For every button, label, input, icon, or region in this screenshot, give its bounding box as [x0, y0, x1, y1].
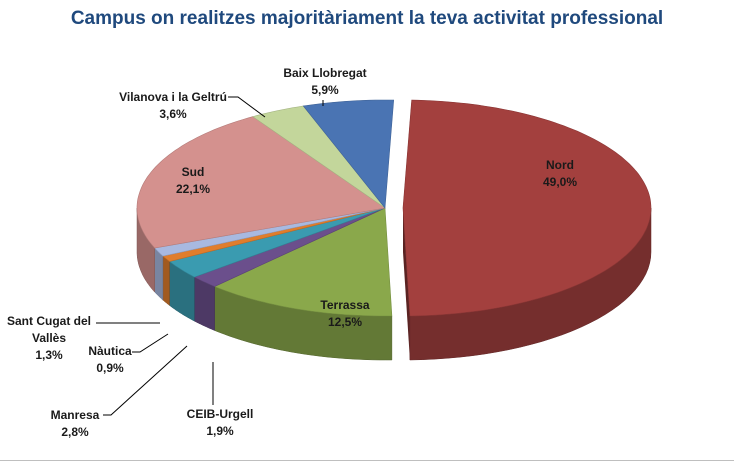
slice-label-manresa: Manresa 2,8% [40, 407, 110, 441]
label-value: 1,9% [206, 424, 234, 438]
pie-slice-ceib-urgell [193, 207, 386, 287]
label-name: Sant Cugat del Vallès [6, 314, 91, 345]
leader-line-nautica [132, 333, 169, 353]
pie-slice-terrassa [213, 207, 393, 317]
chart-title: Campus on realitzes majoritàriament la t… [70, 8, 664, 29]
slice-side-nord [402, 208, 410, 360]
bottom-divider [0, 460, 734, 461]
label-value: 3,6% [159, 107, 187, 121]
slice-label-sud: Sud 22,1% [163, 164, 223, 198]
label-name: Terrassa [320, 298, 370, 312]
label-value: 5,9% [311, 83, 339, 97]
label-value: 1,3% [35, 348, 63, 362]
slice-label-sant-cugat: Sant Cugat del Vallès 1,3% [4, 313, 94, 364]
label-value: 49,0% [542, 175, 578, 189]
leader-line-vilanova [228, 96, 266, 118]
label-value: 22,1% [175, 182, 211, 196]
label-value: 2,8% [61, 425, 89, 439]
pie-slice-nord [402, 99, 652, 317]
slice-label-baix-llobregat: Baix Llobregat 5,9% [270, 65, 380, 99]
slice-label-nord: Nord 49,0% [530, 157, 590, 191]
pie-slice-manresa [168, 207, 386, 278]
label-name: Manresa [50, 408, 100, 422]
label-name: Nàutica [88, 344, 132, 358]
label-name: Baix Llobregat [283, 66, 367, 80]
slice-label-vilanova: Vilanova i la Geltrú 3,6% [108, 89, 238, 123]
slice-wall-nàutica [162, 255, 170, 307]
label-name: Vilanova i la Geltrú [119, 90, 227, 104]
label-name: Nord [546, 158, 574, 172]
slice-label-ceib-urgell: CEIB-Urgell 1,9% [175, 406, 265, 440]
label-name: CEIB-Urgell [186, 407, 254, 421]
pie-slice-baix-llobregat [302, 99, 395, 209]
slice-label-nautica: Nàutica 0,9% [80, 343, 140, 377]
label-value: 12,5% [327, 315, 363, 329]
leader-line-manresa [103, 345, 188, 416]
slice-wall-sant-cugat-del-vallès [154, 247, 164, 301]
pie-slice-vilanova-i-la-geltrú [252, 105, 386, 209]
pie-slice-sud [136, 116, 386, 249]
slice-label-terrassa: Terrassa 12,5% [305, 297, 385, 331]
label-name: Sud [181, 165, 205, 179]
label-value: 0,9% [96, 361, 124, 375]
